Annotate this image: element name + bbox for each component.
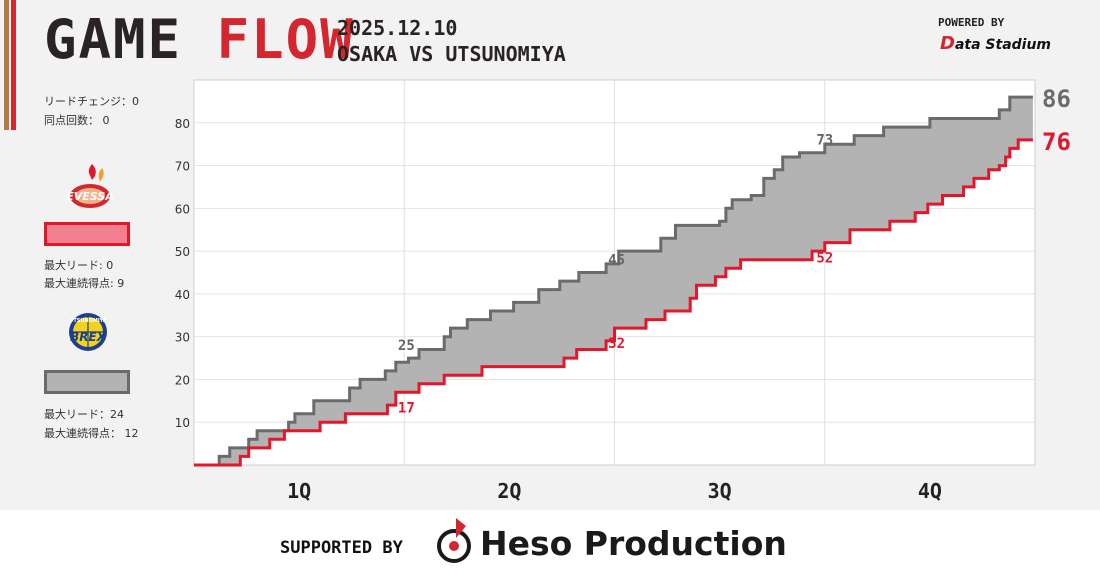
title-word-game: GAME <box>44 8 183 71</box>
ties-stat: 同点回数： 0 <box>44 114 110 127</box>
game-date: 2025.12.10 <box>337 16 458 40</box>
home-quarter-score-label: 52 <box>816 251 833 267</box>
quarter-label: 4Q <box>918 479 942 503</box>
supported-by-label: SUPPORTED BY <box>280 538 403 558</box>
matchup-label: OSAKA VS UTSUNOMIYA <box>337 42 566 66</box>
y-tick-label: 10 <box>175 416 190 430</box>
home-max-run: 最大連続得点: 9 <box>44 277 125 290</box>
away-max-run: 最大連続得点： 12 <box>44 427 139 440</box>
title-word-flow: FLOW <box>216 8 355 71</box>
y-tick-label: 30 <box>175 331 190 345</box>
lead-margin-fill <box>194 97 1033 465</box>
svg-text:BREX: BREX <box>70 330 107 344</box>
y-tick-label: 60 <box>175 202 190 216</box>
home-score-line <box>194 138 1033 467</box>
page-title: GAME FLOW <box>44 10 355 70</box>
y-tick-label: 20 <box>175 373 190 387</box>
footer: SUPPORTED BY Heso Production <box>0 510 1100 570</box>
quarter-label: 1Q <box>287 479 311 503</box>
home-quarter-score-label: 17 <box>398 400 415 416</box>
away-quarter-score-label: 25 <box>398 338 415 354</box>
evessa-logo-icon: EVESSA <box>66 164 114 208</box>
y-tick-label: 50 <box>175 245 190 259</box>
data-stadium-logo: Data Stadium <box>940 33 1052 54</box>
sponsor-name: Heso Production <box>480 524 787 563</box>
brex-logo-icon: UTSUNOMIYA BREX <box>69 313 107 351</box>
y-tick-label: 40 <box>175 288 190 302</box>
quarter-label: 2Q <box>497 479 521 503</box>
powered-by-label: POWERED BY <box>938 16 1005 29</box>
home-final-score: 76 <box>1042 128 1071 156</box>
y-tick-label: 80 <box>175 117 190 131</box>
away-team-legend-swatch <box>44 370 130 394</box>
away-final-score: 86 <box>1042 85 1071 113</box>
away-quarter-score-label: 45 <box>608 253 625 269</box>
quarter-label: 3Q <box>708 479 732 503</box>
away-max-lead: 最大リード：24 <box>44 408 124 421</box>
svg-text:UTSUNOMIYA: UTSUNOMIYA <box>69 318 107 324</box>
home-max-lead: 最大リード: 0 <box>44 259 114 272</box>
home-team-legend-swatch <box>44 222 130 246</box>
home-quarter-score-label: 32 <box>608 336 625 352</box>
lead-changes-stat: リードチェンジ：0 <box>44 95 139 108</box>
header-accent-bars <box>4 0 18 130</box>
game-flow-chart: 10 20 30 40 50 60 70 80 1Q 2Q 3Q 4Q 86 76 25 45 73 17 32 52 <box>175 79 1071 503</box>
away-score-line <box>194 95 1033 467</box>
svg-text:EVESSA: EVESSA <box>66 190 114 203</box>
y-tick-label: 70 <box>175 160 190 174</box>
sponsor-logo-icon <box>437 518 471 563</box>
away-quarter-score-label: 73 <box>816 133 833 149</box>
